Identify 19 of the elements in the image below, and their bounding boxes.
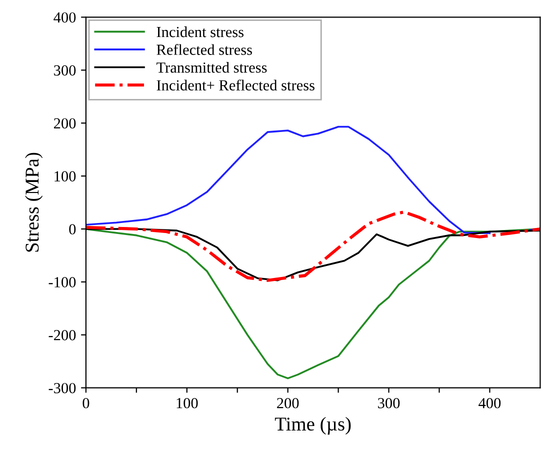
y-tick-label: -300	[48, 382, 76, 394]
y-tick-label: 0	[69, 224, 76, 234]
y-tick-label: 400	[54, 12, 76, 23]
y-tick-label: 100	[54, 171, 76, 182]
legend-label: Incident+ Reflected stress	[156, 80, 314, 90]
y-tick-label: 300	[54, 65, 76, 76]
y-axis-title: Stress (MPa)	[25, 152, 43, 252]
legend-label: Reflected stress	[156, 44, 252, 55]
y-tick-label: -100	[48, 277, 76, 288]
x-tick-label: 300	[378, 398, 400, 408]
x-axis-title: Time (µs)	[274, 416, 351, 435]
x-tick-label: 200	[277, 398, 299, 408]
y-tick-label: -200	[48, 330, 76, 340]
x-tick-label: 100	[176, 398, 198, 408]
legend-label: Incident stress	[156, 26, 244, 38]
x-tick-label: 400	[478, 398, 501, 408]
legend-label: Transmitted stress	[156, 62, 267, 73]
x-tick-label: 0	[82, 398, 90, 408]
y-tick-label: 200	[54, 118, 76, 129]
